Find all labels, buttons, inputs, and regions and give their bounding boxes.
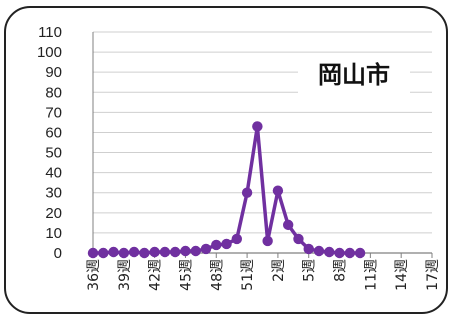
data-point — [118, 247, 130, 259]
data-point — [344, 247, 356, 259]
x-tick-label: 17週 — [425, 259, 441, 291]
y-tick-label: 60 — [45, 124, 62, 141]
data-point — [159, 246, 171, 258]
y-tick-label: 10 — [45, 225, 62, 242]
y-tick-label: 100 — [37, 44, 62, 61]
x-tick-label: 48週 — [209, 259, 225, 291]
data-point — [211, 239, 222, 251]
data-point — [169, 246, 181, 258]
data-point — [241, 187, 253, 198]
data-point — [313, 245, 325, 257]
x-tick-label: 2週 — [271, 259, 287, 282]
data-point — [324, 246, 335, 258]
y-tick-label: 50 — [45, 145, 62, 162]
x-tick-label: 45週 — [178, 259, 194, 291]
x-tick-label: 36週 — [86, 259, 102, 291]
data-point — [139, 247, 150, 259]
x-tick-label: 8週 — [333, 259, 349, 282]
x-tick-labels: 36週 39週 42週 45週 48週 51週 2週 5週 8週 11週 14週 17週 — [86, 253, 441, 291]
title-background — [298, 54, 410, 94]
data-point — [303, 243, 314, 255]
data-point — [190, 245, 201, 257]
data-point — [180, 245, 191, 257]
data-point — [334, 247, 345, 259]
data-point — [293, 233, 304, 245]
chart-title: 岡山市 — [318, 61, 390, 89]
data-point — [252, 121, 263, 132]
x-tick-label: 14週 — [394, 259, 410, 291]
y-tick-labels: 0 10 20 30 40 50 60 70 80 90 100 110 — [37, 24, 62, 262]
data-point — [282, 219, 294, 231]
x-tick-label: 11週 — [363, 259, 379, 291]
x-tick-label: 42週 — [148, 259, 164, 291]
series-path — [93, 124, 361, 255]
data-point — [272, 185, 284, 196]
data-point — [149, 246, 160, 258]
y-tick-label: 90 — [45, 64, 62, 81]
y-tick-label: 110 — [38, 24, 62, 41]
title-box: 岡山市 — [298, 54, 410, 94]
y-tick-label: 70 — [45, 104, 62, 121]
data-point — [200, 243, 212, 255]
data-point — [87, 247, 99, 259]
y-tick-label: 30 — [45, 185, 62, 202]
series-line — [87, 121, 366, 259]
x-tick-label: 51週 — [240, 259, 256, 291]
data-point — [231, 233, 243, 245]
y-tick-label: 80 — [45, 84, 62, 101]
x-tick-label: 5週 — [302, 259, 318, 282]
data-point — [128, 246, 140, 258]
data-point — [354, 247, 366, 259]
y-tick-label: 40 — [45, 165, 62, 182]
y-tick-label: 0 — [54, 245, 62, 262]
x-tick-label: 39週 — [117, 259, 133, 291]
data-point — [221, 238, 232, 250]
data-point — [98, 247, 109, 259]
data-point — [108, 246, 119, 258]
data-point — [262, 235, 273, 247]
y-tick-label: 20 — [45, 205, 62, 222]
gridlines — [93, 31, 432, 234]
